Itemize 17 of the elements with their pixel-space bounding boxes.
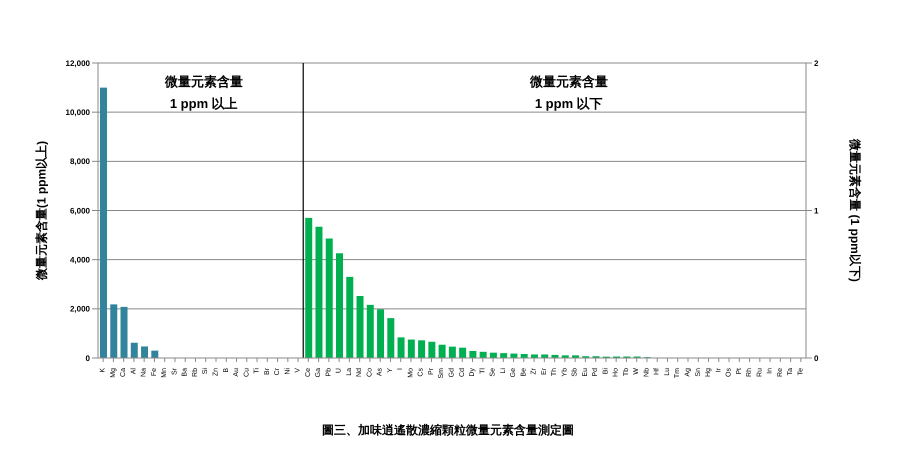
y-tick-label: 4,000 <box>70 256 91 265</box>
y2-tick-label: 1 <box>814 206 819 216</box>
text: 圖三、加味逍遙散濃縮顆粒微量元素含量測定圖 <box>321 422 575 439</box>
annotation: 微量元素含量 <box>528 73 609 91</box>
y-tick-label: 8,000 <box>70 157 91 166</box>
y-axis-title: 微量元素含量(1 ppm以上) <box>34 140 48 282</box>
y2-tick-label: 0 <box>814 354 819 363</box>
annotation: 1 ppm 以上 <box>168 95 239 113</box>
annotation: 1 ppm 以下 <box>534 95 604 113</box>
y-tick-label: 6,000 <box>70 206 91 216</box>
y-tick-label: 12,000 <box>66 58 91 68</box>
y-tick-label: 10,000 <box>66 108 91 118</box>
y-tick-label: 2,000 <box>70 304 91 314</box>
annotation: 微量元素含量 <box>164 73 244 91</box>
y2-tick-label: 2 <box>814 58 819 68</box>
y2-axis-title: 微量元素含量 (1 ppm以下) <box>848 138 862 282</box>
y-tick-label: 0 <box>86 354 91 363</box>
